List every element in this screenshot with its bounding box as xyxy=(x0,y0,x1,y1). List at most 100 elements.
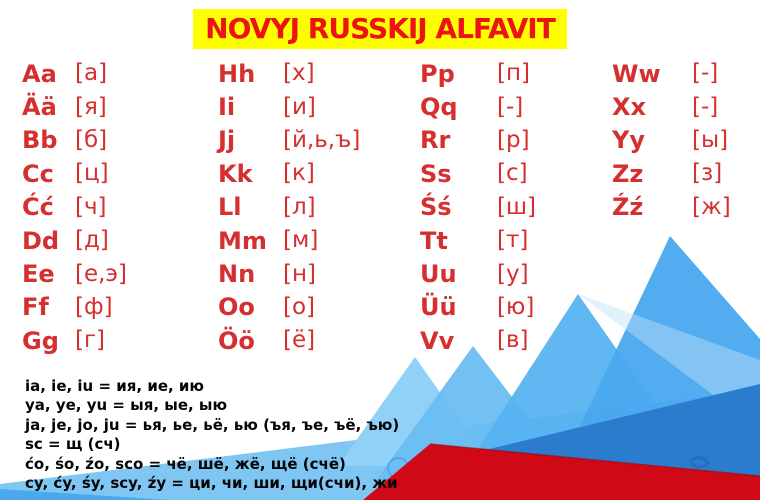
alphabet-entry: Xx [-] xyxy=(612,90,731,123)
alphabet-entry: Zz [з] xyxy=(612,157,731,190)
latin-letter: Źź xyxy=(612,193,644,222)
alphabet-entry: Üü [ю] xyxy=(420,291,536,324)
latin-letter: Tt xyxy=(420,226,448,255)
alphabet-entry: Bb [б] xyxy=(22,124,127,157)
alphabet-entry: Ii [и] xyxy=(218,90,360,123)
title-banner: NOVYJ RUSSKIJ ALFAVIT xyxy=(0,9,760,49)
latin-letter: Pp xyxy=(420,59,455,88)
rule-line: sc = щ (сч) xyxy=(25,435,121,454)
alphabet-entry: Hh [х] xyxy=(218,57,360,90)
alphabet-entry: Tt [т] xyxy=(420,224,536,257)
rule-line: cy, ćy, śy, scy, źy = ци, чи, ши, щи(счи… xyxy=(25,474,398,493)
cyrillic-value: [я] xyxy=(75,93,107,120)
latin-letter: Ee xyxy=(22,260,55,289)
alphabet-entry: Ff [ф] xyxy=(22,291,127,324)
latin-letter: Dd xyxy=(22,226,60,255)
alphabet-entry: Nn [н] xyxy=(218,257,360,290)
cyrillic-value: [и] xyxy=(283,93,316,120)
alphabet-entry: Ćć [ч] xyxy=(22,191,127,224)
latin-letter: Qq xyxy=(420,93,458,122)
alphabet-entry: Oo [о] xyxy=(218,291,360,324)
cyrillic-value: [в] xyxy=(497,327,529,354)
cyrillic-value: [г] xyxy=(75,327,106,354)
cyrillic-value: [е,э] xyxy=(75,260,128,287)
alphabet-entry: Rr [р] xyxy=(420,124,536,157)
rule-line: ya, ye, yu = ыя, ые, ыю xyxy=(25,396,228,415)
alphabet-entry: Kk [к] xyxy=(218,157,360,190)
latin-letter: Yy xyxy=(612,126,646,155)
cyrillic-value: [-] xyxy=(692,93,719,120)
cyrillic-value: [м] xyxy=(283,227,319,254)
latin-letter: Jj xyxy=(218,126,236,155)
latin-letter: Mm xyxy=(218,226,267,255)
latin-letter: Xx xyxy=(612,93,646,122)
cyrillic-value: [н] xyxy=(283,260,316,287)
alphabet-entry: Pp [п] xyxy=(420,57,536,90)
cyrillic-value: [з] xyxy=(692,160,723,187)
cyrillic-value: [т] xyxy=(497,227,529,254)
alphabet-entry: Yy [ы] xyxy=(612,124,731,157)
cyrillic-value: [ы] xyxy=(692,126,729,153)
latin-letter: Nn xyxy=(218,260,256,289)
alphabet-entry: Öö [ё] xyxy=(218,324,360,357)
latin-letter: Kk xyxy=(218,159,253,188)
latin-letter: Cc xyxy=(22,159,54,188)
alphabet-entry: Źź [ж] xyxy=(612,191,731,224)
alphabet-entry: Cc [ц] xyxy=(22,157,127,190)
alphabet-entry: Ss [с] xyxy=(420,157,536,190)
cyrillic-value: [ё] xyxy=(283,327,316,354)
cyrillic-value: [ф] xyxy=(75,293,113,320)
alphabet-entry: Jj [й,ь,ъ] xyxy=(218,124,360,157)
latin-letter: Öö xyxy=(218,326,255,355)
cyrillic-value: [-] xyxy=(692,60,719,87)
latin-letter: Ää xyxy=(22,93,57,122)
cyrillic-value: [-] xyxy=(497,93,524,120)
rule-line: ćo, śo, źo, sco = чё, шё, жё, щё (счё) xyxy=(25,454,346,473)
latin-letter: Vv xyxy=(420,326,455,355)
alphabet-entry: Ää [я] xyxy=(22,90,127,123)
latin-letter: Üü xyxy=(420,293,457,322)
latin-letter: Ii xyxy=(218,93,236,122)
alphabet-entry: Uu [у] xyxy=(420,257,536,290)
alphabet-entry: Qq [-] xyxy=(420,90,536,123)
cyrillic-value: [д] xyxy=(75,227,109,254)
alphabet-column-3: Pp [п] Qq [-] Rr [р] Ss [с] Śś [ш] Tt [т] Uu [у] Üü [ю]… xyxy=(420,57,536,358)
latin-letter: Bb xyxy=(22,126,58,155)
alphabet-column-1: Aa [а] Ää [я] Bb [б] Cc [ц] Ćć [ч] Dd [д] Ee [е,э] Ff [… xyxy=(22,57,127,358)
cyrillic-value: [р] xyxy=(497,126,530,153)
cyrillic-value: [с] xyxy=(497,160,528,187)
cyrillic-value: [ю] xyxy=(497,293,535,320)
cyrillic-value: [х] xyxy=(283,60,315,87)
cyrillic-value: [у] xyxy=(497,260,529,287)
alphabet-column-4: Ww [-] Xx [-] Yy [ы] Zz [з] Źź [ж] xyxy=(612,57,731,224)
latin-letter: Ww xyxy=(612,59,661,88)
alphabet-entry: Ee [е,э] xyxy=(22,257,127,290)
latin-letter: Rr xyxy=(420,126,451,155)
latin-letter: Aa xyxy=(22,59,57,88)
alphabet-entry: Gg [г] xyxy=(22,324,127,357)
latin-letter: Śś xyxy=(420,193,452,222)
cyrillic-value: [а] xyxy=(75,60,108,87)
corner-wedge-shape xyxy=(0,489,170,500)
cyrillic-value: [л] xyxy=(283,193,316,220)
latin-letter: Uu xyxy=(420,260,457,289)
rules-section: ia, ie, iu = ия, ие, ию ya, ye, yu = ыя, … xyxy=(25,377,399,493)
alphabet-entry: Dd [д] xyxy=(22,224,127,257)
latin-letter: Zz xyxy=(612,159,644,188)
rule-line: ia, ie, iu = ия, ие, ию xyxy=(25,377,205,395)
cyrillic-value: [о] xyxy=(283,293,316,320)
cyrillic-value: [ш] xyxy=(497,193,536,220)
latin-letter: Ćć xyxy=(22,193,54,222)
latin-letter: Gg xyxy=(22,326,59,355)
latin-letter: Ll xyxy=(218,193,242,222)
alphabet-entry: Vv [в] xyxy=(420,324,536,357)
latin-letter: Ss xyxy=(420,159,452,188)
latin-letter: Hh xyxy=(218,59,256,88)
alphabet-entry: Ll [л] xyxy=(218,191,360,224)
cyrillic-value: [й,ь,ъ] xyxy=(283,126,361,153)
cyrillic-value: [к] xyxy=(283,160,315,187)
alphabet-entry: Mm [м] xyxy=(218,224,360,257)
latin-letter: Ff xyxy=(22,293,49,322)
alphabet-entry: Aa [а] xyxy=(22,57,127,90)
